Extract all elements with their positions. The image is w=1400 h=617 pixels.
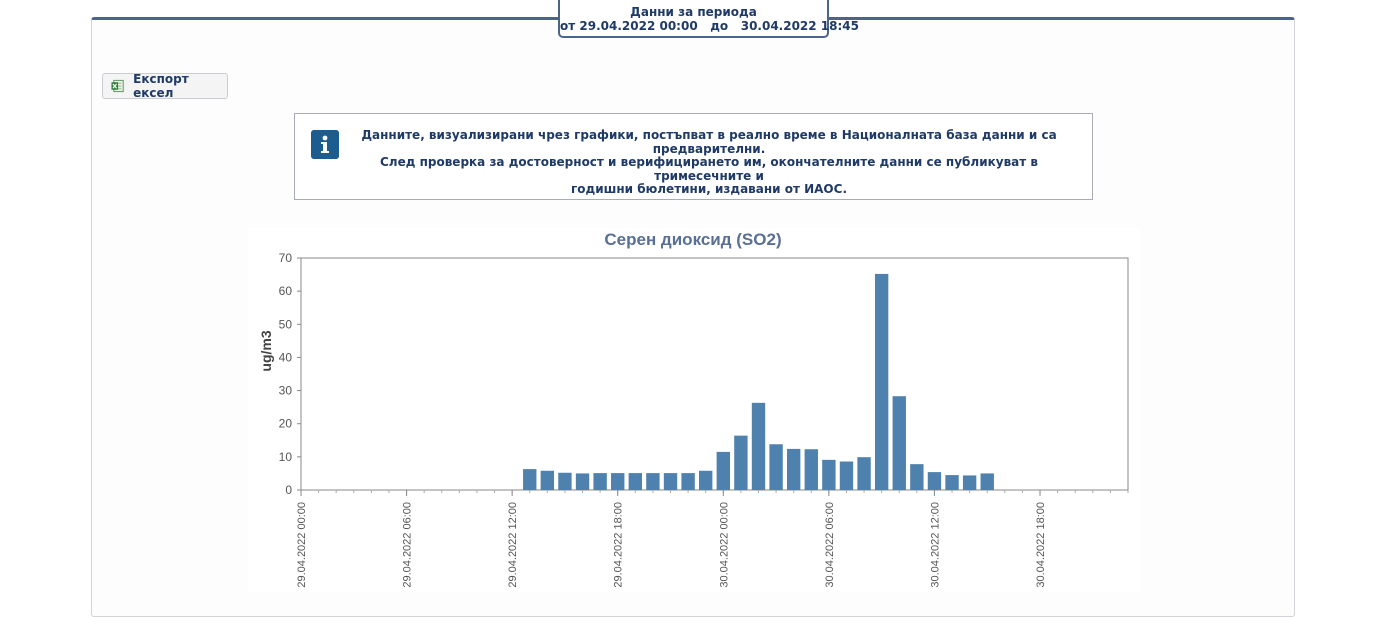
x-tick-label: 29.04.2022 06:00 (402, 502, 414, 588)
x-tick-label: 30.04.2022 18:00 (1035, 502, 1047, 588)
plot-area: 0 10 20 30 40 50 60 70 29.04.2022 00:00 29.04.202… (279, 251, 1129, 588)
bar (892, 396, 906, 490)
export-excel-label: Експорт ексел (133, 72, 189, 100)
period-range: от 29.04.2022 00:00 до 30.04.2022 18:45 (560, 19, 859, 33)
bar (734, 435, 748, 490)
excel-icon (111, 79, 124, 93)
bar (699, 470, 713, 490)
bar (593, 473, 607, 490)
bar (839, 461, 854, 490)
x-tick-label: 30.04.2022 06:00 (824, 502, 836, 588)
info-text: Данните, визуализирани чрез графики, пос… (349, 128, 1069, 197)
period-header: Данни за периода от 29.04.2022 00:00 до … (558, 0, 859, 38)
bar (628, 473, 643, 490)
period-title: Данни за периода (630, 5, 757, 19)
y-tick-label: 0 (285, 483, 292, 497)
bar (558, 472, 572, 490)
bar (523, 469, 537, 490)
y-tick-label: 60 (279, 284, 293, 298)
bar (575, 473, 590, 490)
bar (822, 459, 836, 490)
plot-frame (300, 257, 1129, 491)
x-tick-label: 30.04.2022 00:00 (718, 502, 730, 588)
info-line-4: годишни бюлетини, издавани от ИАОС. (570, 182, 848, 196)
so2-chart: Серен диоксид (SO2) ug/m3 0 10 20 30 40 50 60 7… (248, 228, 1140, 592)
bar (646, 473, 660, 490)
x-tick-label: 29.04.2022 00:00 (296, 502, 308, 588)
bar (804, 449, 818, 490)
period-to-label: до (710, 19, 729, 33)
bar (786, 448, 801, 490)
bar (945, 475, 959, 490)
bar (681, 473, 695, 490)
bar (540, 470, 555, 490)
bar (769, 444, 783, 490)
bar (716, 451, 730, 490)
info-line-2: предварителни. (652, 141, 766, 156)
bar (611, 473, 625, 490)
info-icon (311, 130, 339, 159)
bar (910, 464, 924, 490)
x-tick-label: 30.04.2022 12:00 (929, 502, 941, 588)
info-line-1: Данните, визуализирани чрез графики, пос… (361, 128, 1057, 142)
period-from-label: от (560, 19, 576, 33)
bar (857, 457, 871, 490)
info-notice: Данните, визуализирани чрез графики, пос… (294, 113, 1093, 200)
x-tick-label: 29.04.2022 18:00 (613, 502, 625, 588)
info-line-3: След проверка за достоверност и верифици… (379, 155, 1039, 183)
y-tick-label: 10 (279, 450, 293, 464)
bar (980, 473, 994, 490)
bar (751, 402, 766, 490)
export-excel-button[interactable]: Експорт ексел (102, 72, 228, 100)
y-tick-label: 30 (279, 384, 293, 398)
y-tick-label: 70 (279, 251, 293, 265)
y-axis-label: ug/m3 (258, 330, 274, 371)
y-tick-label: 50 (279, 317, 293, 331)
y-tick-label: 40 (279, 350, 293, 364)
chart-title: Серен диоксид (SO2) (604, 230, 781, 249)
bar (962, 475, 977, 490)
period-from: 29.04.2022 00:00 (579, 19, 698, 33)
chart-svg: Серен диоксид (SO2) ug/m3 0 10 20 30 40 50 60 7… (258, 230, 1129, 588)
x-tick-label: 29.04.2022 12:00 (507, 502, 519, 588)
period-to: 30.04.2022 18:45 (740, 19, 860, 33)
bar (874, 273, 889, 490)
bar (663, 473, 678, 490)
y-tick-label: 20 (279, 417, 293, 431)
bar (927, 472, 942, 490)
